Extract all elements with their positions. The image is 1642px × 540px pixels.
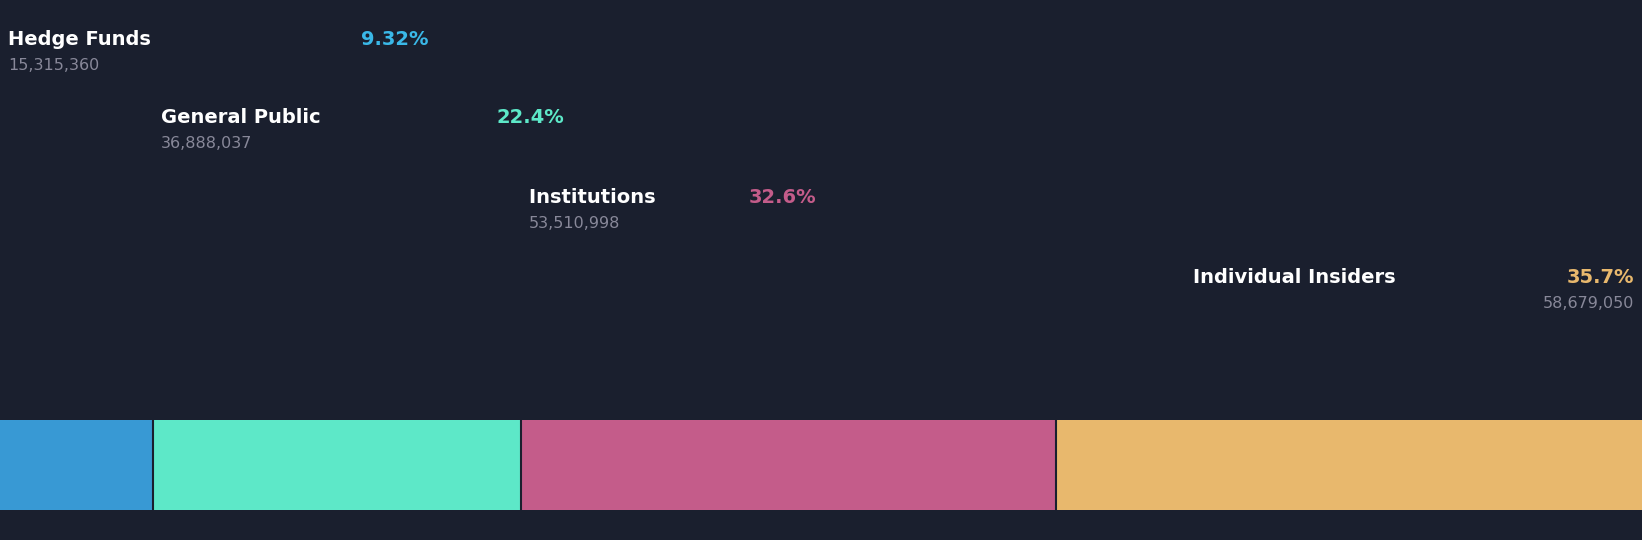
Text: 22.4%: 22.4% [496,108,565,127]
Text: 58,679,050: 58,679,050 [1542,296,1634,311]
Text: 53,510,998: 53,510,998 [529,216,621,231]
Text: 36,888,037: 36,888,037 [161,136,253,151]
Text: 32.6%: 32.6% [749,188,816,207]
Text: Individual Insiders: Individual Insiders [1192,268,1402,287]
Bar [521,420,1056,510]
Text: Hedge Funds: Hedge Funds [8,30,158,49]
Text: 9.32%: 9.32% [361,30,429,49]
Text: 15,315,360: 15,315,360 [8,58,99,73]
Bar [153,420,521,510]
Text: 35.7%: 35.7% [1566,268,1634,287]
Text: General Public: General Public [161,108,327,127]
Bar [1056,420,1642,510]
Text: Institutions: Institutions [529,188,662,207]
Bar [0,420,153,510]
